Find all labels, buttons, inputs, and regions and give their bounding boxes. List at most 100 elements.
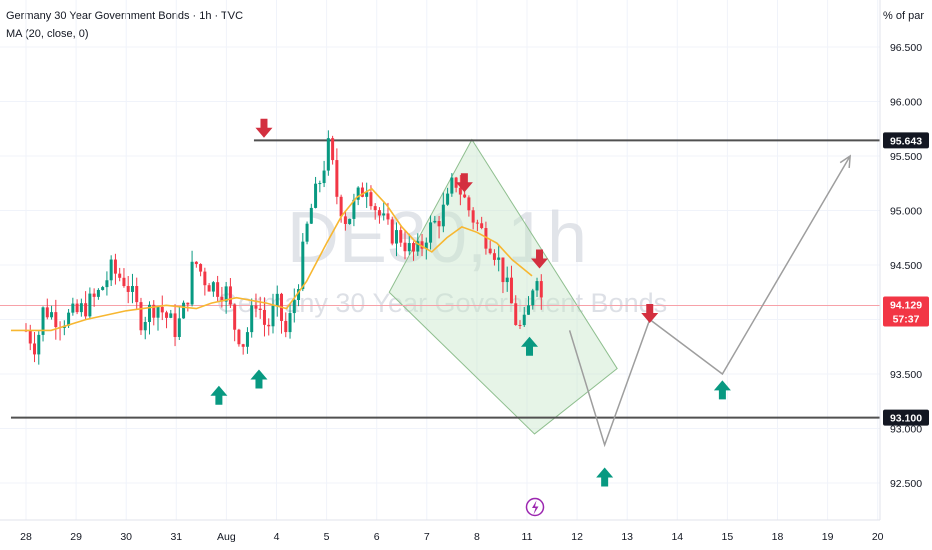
signal-arrows[interactable] <box>210 118 731 487</box>
up-arrow-icon[interactable] <box>250 369 268 389</box>
candle-body <box>412 243 416 252</box>
candle-body <box>258 308 262 310</box>
candle-body <box>331 138 335 161</box>
x-tick-label: 18 <box>772 531 784 543</box>
candle-body <box>322 170 326 184</box>
candle-body <box>71 303 75 313</box>
candle-body <box>288 313 292 333</box>
candle-body <box>492 253 496 260</box>
x-tick-label: 13 <box>621 531 633 543</box>
candle-body <box>446 193 450 205</box>
candle-body <box>37 334 41 355</box>
x-tick-label: 15 <box>722 531 734 543</box>
candle-body <box>228 286 232 305</box>
candle-body <box>318 183 322 185</box>
candle-body <box>394 230 398 244</box>
candle-body <box>177 318 181 337</box>
candle-body <box>501 257 505 283</box>
indicator-legend[interactable]: MA (20, close, 0) <box>6 28 89 40</box>
candle-body <box>433 220 437 223</box>
candle-body <box>480 223 484 229</box>
chart-title: Germany 30 Year Government Bonds · 1h · … <box>6 10 244 22</box>
candle-body <box>275 293 279 306</box>
x-tick-label: 7 <box>424 531 430 543</box>
candle-body <box>45 307 49 318</box>
candle-body <box>182 302 186 319</box>
candle-body <box>109 259 113 281</box>
candle-body <box>122 277 126 287</box>
flash-icon-bolt <box>532 500 539 515</box>
candle-body <box>377 210 381 216</box>
candle-body <box>50 312 54 318</box>
x-tick-label: 30 <box>120 531 132 543</box>
candle-body <box>284 320 288 333</box>
candle-body <box>96 289 100 297</box>
candle-body <box>314 183 318 208</box>
candle-body <box>292 300 296 314</box>
candle-body <box>518 324 522 326</box>
candle-body <box>386 213 390 220</box>
level-price-tag-label: 93.100 <box>890 413 922 425</box>
last-price-countdown: 57:37 <box>893 313 920 325</box>
down-arrow-icon[interactable] <box>455 173 473 193</box>
down-arrow-icon[interactable] <box>641 304 659 324</box>
candle-body <box>156 306 160 318</box>
y-tick-label: 96.500 <box>890 42 922 54</box>
x-tick-label: 19 <box>822 531 834 543</box>
candle-body <box>194 261 198 265</box>
x-tick-label: 12 <box>571 531 583 543</box>
candle-body <box>267 324 271 327</box>
candle-body <box>484 228 488 249</box>
candle-body <box>126 286 130 292</box>
candle-body <box>207 285 211 292</box>
x-tick-label: 4 <box>274 531 280 543</box>
down-arrow-icon[interactable] <box>255 118 273 138</box>
candle-body <box>245 332 249 347</box>
price-unit-label: % of par <box>883 10 924 22</box>
y-tick-label: 94.500 <box>890 260 922 272</box>
horizontal-levels[interactable] <box>0 139 880 419</box>
flash-icon[interactable] <box>525 497 545 517</box>
candle-body <box>339 196 343 217</box>
candle-body <box>271 305 275 327</box>
candle-body <box>139 302 143 331</box>
level-price-tag-label: 95.643 <box>890 135 922 147</box>
y-tick-label: 95.500 <box>890 151 922 163</box>
axes: 96.50096.00095.50095.00094.50094.00093.5… <box>0 0 922 543</box>
candle-body <box>216 282 220 297</box>
x-tick-label: 29 <box>70 531 82 543</box>
up-arrow-icon[interactable] <box>596 467 614 487</box>
candle-body <box>79 303 83 313</box>
candle-body <box>539 281 543 298</box>
down-arrow-icon[interactable] <box>531 249 549 269</box>
y-tick-label: 96.000 <box>890 97 922 109</box>
candle-body <box>424 242 428 249</box>
candle-body <box>190 261 194 305</box>
up-arrow-icon[interactable] <box>521 336 539 356</box>
candle-body <box>309 207 313 224</box>
candle-body <box>403 242 407 252</box>
candle-body <box>105 280 109 288</box>
candle-body <box>454 177 458 188</box>
y-tick-label: 93.500 <box>890 369 922 381</box>
candle-body <box>399 230 403 243</box>
candle-body <box>535 281 539 291</box>
candle-body <box>186 302 190 305</box>
candle-body <box>509 277 513 304</box>
candle-body <box>88 293 92 317</box>
candle-body <box>475 222 479 224</box>
x-tick-label: Aug <box>217 531 236 543</box>
candle-body <box>514 303 518 325</box>
candle-body <box>416 241 420 252</box>
x-tick-label: 20 <box>872 531 884 543</box>
x-tick-label: 31 <box>170 531 182 543</box>
up-arrow-icon[interactable] <box>713 380 731 400</box>
candle-body <box>471 210 475 223</box>
x-tick-label: 6 <box>374 531 380 543</box>
candle-body <box>488 248 492 254</box>
up-arrow-icon[interactable] <box>210 385 228 405</box>
x-tick-label: 8 <box>474 531 480 543</box>
last-price-tag <box>883 296 929 327</box>
projection-arrowhead <box>839 154 852 169</box>
